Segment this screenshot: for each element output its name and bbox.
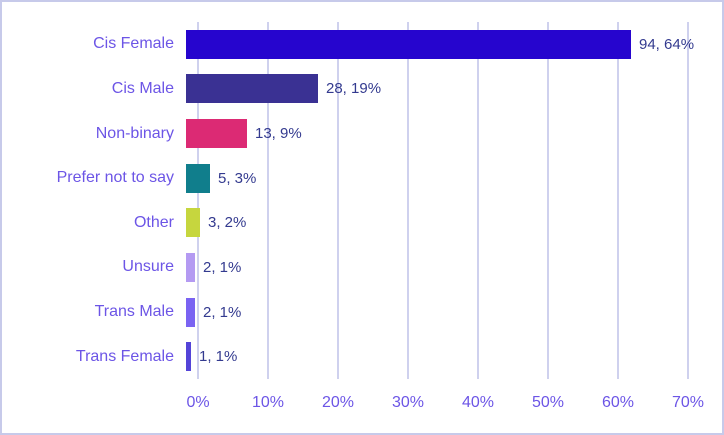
x-tick-10-: 10% — [251, 394, 285, 411]
category-label-unsure: Unsure — [122, 258, 174, 276]
bar-track: 13, 9% — [186, 111, 722, 156]
gridline-50pct — [547, 22, 549, 379]
gridline-30pct — [407, 22, 409, 379]
gridline-60pct — [617, 22, 619, 379]
bar-non-binary — [186, 119, 247, 149]
bar-prefer-not-to-say — [186, 163, 210, 193]
data-label-cis-male: 28, 19% — [326, 80, 382, 98]
x-tick-30-: 30% — [391, 394, 425, 411]
category-label-cis-female: Cis Female — [93, 35, 174, 53]
category-label-trans-male: Trans Male — [94, 303, 174, 321]
x-tick-40-: 40% — [461, 394, 495, 411]
chart-row: Other 3, 2% — [2, 201, 722, 246]
bar-track: 5, 3% — [186, 156, 722, 201]
chart-row: Trans Male 2, 1% — [2, 290, 722, 335]
data-label-other: 3, 2% — [208, 214, 247, 232]
chart-rows: Cis Female 94, 64% Cis Male 28, 19% Non-bina… — [2, 22, 722, 379]
chart-row: Cis Male 28, 19% — [2, 67, 722, 112]
chart-row: Prefer not to say 5, 3% — [2, 156, 722, 201]
category-label-non-binary: Non-binary — [95, 124, 174, 142]
bar-trans-female — [186, 342, 191, 372]
x-tick-0-: 0% — [186, 394, 210, 411]
gridline-20pct — [337, 22, 339, 379]
gridline-0pct — [197, 22, 199, 379]
bar-other — [186, 208, 200, 238]
x-axis: 0% 10% 20% 30% 40% 50% 60% 70% — [2, 394, 722, 418]
x-tick-20-: 20% — [321, 394, 355, 411]
x-tick-60-: 60% — [601, 394, 635, 411]
data-label-trans-female: 1, 1% — [199, 348, 238, 366]
bar-track: 2, 1% — [186, 245, 722, 290]
category-label-other: Other — [133, 213, 174, 231]
bar-trans-male — [186, 297, 195, 327]
category-label-cis-male: Cis Male — [111, 79, 174, 97]
chart-row: Trans Female 1, 1% — [2, 334, 722, 379]
bar-track: 1, 1% — [186, 334, 722, 379]
x-tick-70-: 70% — [671, 394, 705, 411]
bar-track: 3, 2% — [186, 201, 722, 246]
gridline-40pct — [477, 22, 479, 379]
bar-cis-male — [186, 74, 318, 104]
data-label-unsure: 2, 1% — [203, 258, 242, 276]
bar-cis-female — [186, 29, 631, 59]
bar-unsure — [186, 252, 195, 282]
category-label-prefer-not-to-say: Prefer not to say — [56, 169, 174, 187]
data-label-trans-male: 2, 1% — [203, 303, 242, 321]
x-tick-50-: 50% — [531, 394, 565, 411]
plot-area — [197, 22, 690, 379]
chart-row: Unsure 2, 1% — [2, 245, 722, 290]
bar-track: 2, 1% — [186, 290, 722, 335]
bar-track: 94, 64% — [186, 22, 722, 67]
chart-row: Non-binary 13, 9% — [2, 111, 722, 156]
chart-row: Cis Female 94, 64% — [2, 22, 722, 67]
category-label-trans-female: Trans Female — [75, 347, 174, 365]
data-label-cis-female: 94, 64% — [639, 35, 695, 53]
gridline-70pct — [687, 22, 689, 379]
data-label-non-binary: 13, 9% — [255, 125, 302, 143]
data-label-prefer-not-to-say: 5, 3% — [218, 169, 257, 187]
gridline-10pct — [267, 22, 269, 379]
bar-track: 28, 19% — [186, 67, 722, 112]
